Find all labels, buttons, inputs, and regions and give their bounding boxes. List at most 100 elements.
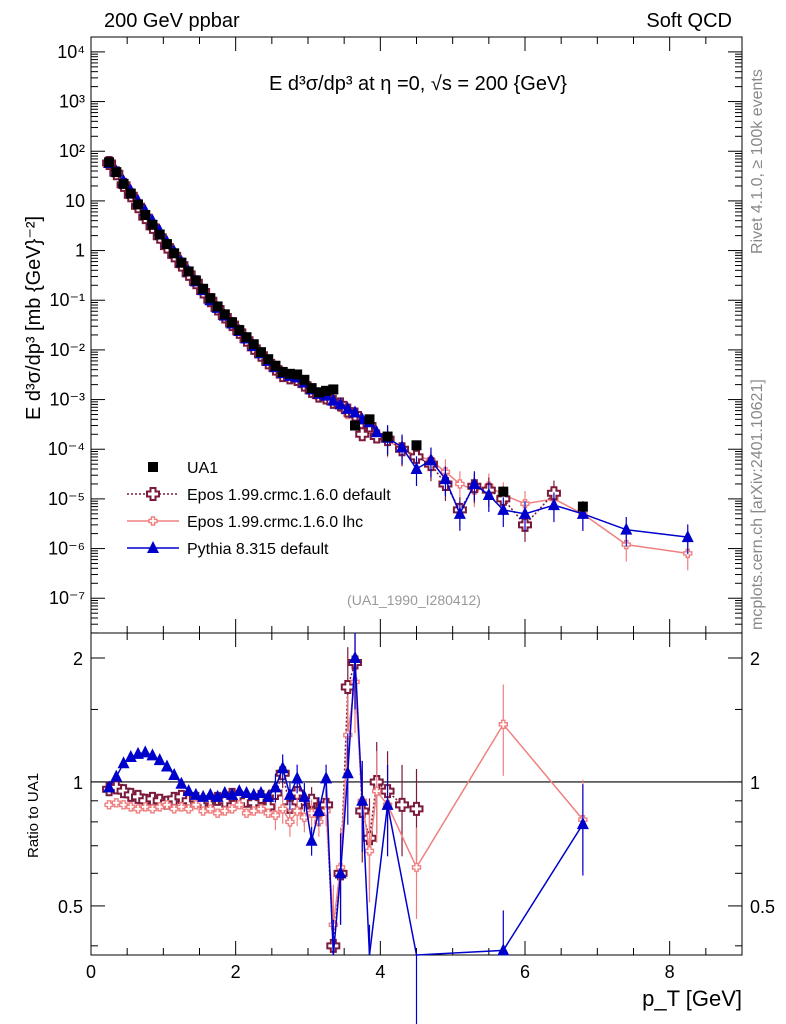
ratio-point [334,866,347,879]
ratio-point [233,784,246,797]
ratio-point [381,797,394,810]
ratio-point [175,776,188,789]
y-tick-label: 10³ [59,92,85,112]
data-point [439,472,452,485]
data-point [104,157,115,168]
ratio-point [263,808,273,818]
ratio-point [298,789,311,802]
ratio-point [291,771,304,784]
legend-marker [148,516,158,526]
data-point [334,397,347,410]
ratio-point [162,800,172,810]
data-point [212,301,223,312]
ratio-point [292,806,302,816]
data-point [255,347,266,358]
data-point [111,167,122,178]
ratio-point [262,789,275,802]
ratio-point [409,801,424,816]
data-point [328,384,339,395]
series-line [108,162,555,527]
data-point [370,425,383,438]
data-point [620,522,633,535]
ratio-point [256,804,266,814]
y-tick-label: 10 [65,191,85,211]
ratio-point [249,806,259,816]
ratio-point [254,786,267,799]
data-point [277,366,288,377]
data-point [270,360,281,371]
ratio-point [270,810,281,820]
ratio-point [140,802,150,812]
data-point [455,479,465,489]
data-point [321,385,332,396]
ratio-point [312,804,325,817]
y-tick-label: 10⁻¹ [49,290,85,310]
header-left: 200 GeV ppbar [104,10,240,32]
main-title: E d³σ/dp³ at η =0, √s = 200 {GeV} [269,73,567,95]
data-point [424,453,437,466]
data-point [125,188,136,199]
legend: UA1 Epos 1.99.crmc.1.6.0 default Epos 1.99… [127,460,391,558]
ratio-point [240,786,253,799]
ratio-point [169,804,179,814]
ratio-point [218,786,231,799]
ratio-point [364,846,375,856]
legend-marker [147,541,159,553]
data-point [169,248,180,259]
data-point [327,393,340,406]
data-point [183,266,194,277]
main-axes: 10⁴10³10²10110⁻¹10⁻²10⁻³10⁻⁴10⁻⁵10⁻⁶10⁻⁷… [48,37,743,982]
data-point [355,427,370,442]
data-point [234,325,245,336]
ratio-point [124,749,137,762]
data-point [263,354,274,365]
ratio-point [126,802,136,812]
data-point [498,486,509,497]
ratio-point [320,771,333,784]
data-point [382,431,393,442]
y-tick-label: 1 [75,241,85,261]
ratio-point [220,806,230,816]
y-tick-label: 10⁻⁷ [49,588,85,608]
data-point [497,502,510,515]
ratio-point [277,804,288,814]
ratio-point [155,802,165,812]
legend-label: UA1 [187,460,218,477]
ratio-point [168,767,181,780]
ratio-y-tick-label: 0.5 [750,897,775,917]
y-tick-label: 10⁻³ [49,390,85,410]
ratio-point [305,833,318,846]
ratio-y-tick-label: 1 [750,773,760,793]
ratio-point [111,798,122,808]
ratio-point [176,802,187,812]
data-point [176,257,187,268]
ratio-point [227,804,237,814]
x-tick-label: 8 [665,962,675,982]
data-point [118,178,129,189]
data-point [284,368,295,379]
ratio-point [182,784,195,797]
data-point [411,440,422,451]
data-point [468,476,481,489]
ratio-point [103,780,116,793]
ratio-y-tick-label: 2 [73,649,83,669]
ratio-plot-area [102,633,589,1024]
ratio-point [147,804,158,814]
main-y-axis-title: E d³σ/dp³ [mb {GeV}⁻²] [23,216,45,420]
ratio-point [123,787,138,802]
ratio-point [395,797,410,812]
data-point [248,339,259,350]
x-tick-label: 4 [375,962,385,982]
data-point [681,530,694,543]
ratio-point [110,769,123,782]
data-point [306,383,317,394]
rivet-label: Rivet 4.1.0, ≥ 100k events [749,69,766,254]
ratio-point [283,787,296,800]
ratio-point [234,800,244,810]
data-point [349,405,362,418]
ratio-point [153,753,166,766]
data-point [198,283,209,294]
ratio-point [226,787,239,800]
ratio-point [160,759,173,772]
y-tick-label: 10⁻⁴ [48,439,85,459]
